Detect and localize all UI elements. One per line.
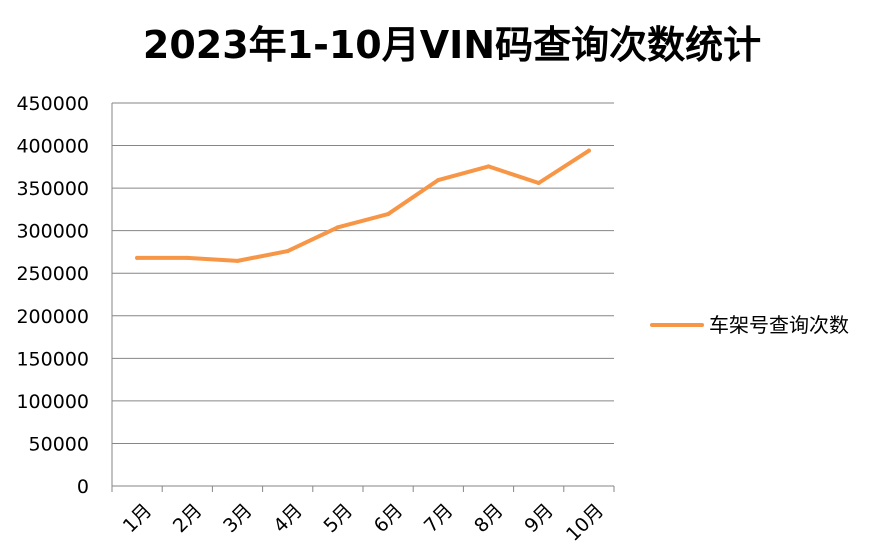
y-tick-label: 300000	[16, 221, 89, 243]
y-axis: 0 50000 100000 150000 200000 250000 300000 3500…	[16, 93, 113, 498]
data-point	[586, 148, 591, 153]
gridlines	[112, 102, 614, 444]
data-point	[285, 249, 290, 254]
chart-title: 2023年1-10月VIN码查询次数统计	[143, 23, 761, 67]
x-tick-label: 2月	[169, 500, 207, 538]
y-tick-label: 50000	[29, 433, 89, 455]
legend: 车架号查询次数	[650, 313, 849, 337]
y-tick-label: 200000	[16, 306, 89, 328]
x-tick-label: 5月	[320, 500, 358, 538]
data-point	[135, 255, 140, 260]
x-tick-label: 1月	[119, 500, 157, 538]
series-line	[135, 148, 591, 263]
y-tick-label: 350000	[16, 178, 89, 200]
data-point	[235, 258, 240, 263]
y-tick-label: 250000	[16, 263, 89, 285]
x-tick-label: 10月	[562, 500, 608, 546]
data-point	[185, 255, 190, 260]
x-tick-label: 4月	[269, 500, 307, 538]
x-tick-label: 3月	[219, 500, 257, 538]
data-point	[386, 212, 391, 217]
data-point	[335, 225, 340, 230]
legend-label: 车架号查询次数	[709, 313, 849, 337]
data-point	[436, 178, 441, 183]
y-tick-label: 450000	[16, 93, 89, 115]
x-tick-label: 8月	[470, 500, 508, 538]
data-point	[536, 181, 541, 186]
x-tick-label: 7月	[420, 500, 458, 538]
y-tick-label: 400000	[16, 136, 89, 158]
x-axis: 1月 2月 3月 4月 5月 6月 7月 8月 9月 10月	[111, 485, 615, 546]
data-point	[486, 164, 491, 169]
y-tick-label: 0	[77, 476, 89, 498]
x-tick-label: 6月	[370, 500, 408, 538]
y-tick-label: 100000	[16, 391, 89, 413]
y-tick-label: 150000	[16, 348, 89, 370]
x-tick-label: 9月	[520, 500, 558, 538]
series-layer	[135, 148, 591, 263]
